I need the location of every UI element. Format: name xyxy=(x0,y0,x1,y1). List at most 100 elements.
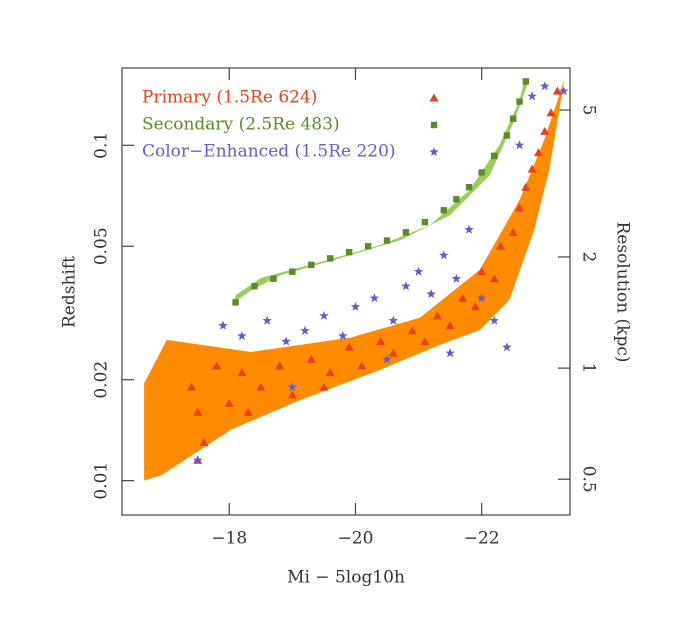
marker-triangle xyxy=(432,311,442,320)
marker-star xyxy=(514,140,525,150)
marker-triangle xyxy=(344,342,354,351)
marker-square xyxy=(232,299,239,306)
marker-star xyxy=(388,315,399,325)
marker-star xyxy=(451,273,462,283)
band xyxy=(231,78,530,306)
y2-tick-label: 1 xyxy=(579,363,599,374)
marker-triangle xyxy=(515,203,525,212)
marker-triangle xyxy=(237,368,247,377)
marker-triangle xyxy=(256,382,266,391)
marker-square xyxy=(421,218,429,226)
marker-square xyxy=(491,152,498,160)
marker-star xyxy=(502,342,512,352)
y-tick-label: 0.1 xyxy=(92,132,112,159)
marker-star xyxy=(262,315,272,325)
marker-triangle xyxy=(275,361,285,370)
marker-star xyxy=(281,336,291,346)
marker-star xyxy=(382,354,392,364)
marker-square xyxy=(430,121,438,129)
marker-square xyxy=(503,132,511,139)
y2-tick-label: 0.5 xyxy=(579,466,599,493)
band xyxy=(144,78,565,481)
marker-star xyxy=(413,266,424,276)
marker-square xyxy=(308,261,315,269)
marker-star xyxy=(218,320,228,330)
marker-star xyxy=(401,281,411,291)
marker-star xyxy=(369,293,380,303)
marker-square xyxy=(345,248,353,256)
marker-triangle xyxy=(508,227,518,236)
marker-triangle xyxy=(199,437,209,446)
marker-triangle xyxy=(224,398,234,407)
marker-triangle xyxy=(186,382,196,391)
marker-triangle xyxy=(540,126,550,135)
marker-star xyxy=(445,348,455,358)
marker-square xyxy=(364,243,372,250)
legend-label: Color−Enhanced (1.5Re 220) xyxy=(142,142,396,162)
marker-square xyxy=(402,229,410,236)
marker-square xyxy=(510,115,517,122)
y-axis-label: Redshift xyxy=(60,256,80,328)
marker-square xyxy=(383,237,391,244)
marker-triangle xyxy=(407,326,417,335)
marker-triangle xyxy=(470,302,480,311)
marker-square xyxy=(453,196,460,203)
plot-frame xyxy=(121,67,571,516)
x-axis-label: Mi − 5log10h xyxy=(287,568,405,588)
y-tick-label: 0.05 xyxy=(92,227,112,265)
marker-triangle xyxy=(546,108,556,117)
marker-triangle xyxy=(429,93,439,102)
marker-triangle xyxy=(521,182,531,191)
y2-tick-label: 2 xyxy=(579,252,599,263)
marker-star xyxy=(558,86,569,96)
marker-star xyxy=(540,81,550,91)
marker-square xyxy=(251,283,258,290)
marker-square xyxy=(522,78,530,85)
marker-triangle xyxy=(489,274,499,283)
marker-square xyxy=(327,255,334,262)
marker-triangle xyxy=(319,382,329,391)
marker-triangle xyxy=(287,390,297,399)
marker-square xyxy=(440,207,448,214)
marker-triangle xyxy=(243,407,253,416)
marker-star xyxy=(237,331,247,340)
legend-label: Secondary (2.5Re 483) xyxy=(142,115,340,135)
marker-triangle xyxy=(533,148,543,157)
marker-star xyxy=(464,224,474,234)
marker-star xyxy=(426,289,436,299)
marker-triangle xyxy=(357,361,367,370)
marker-star xyxy=(287,382,298,392)
marker-star xyxy=(338,331,348,340)
marker-triangle xyxy=(212,361,222,370)
marker-star xyxy=(300,325,310,335)
x-tick-label: −22 xyxy=(464,529,500,549)
marker-star xyxy=(429,147,439,156)
y-tick-label: 0.01 xyxy=(92,462,112,500)
marker-square xyxy=(270,275,277,282)
marker-square xyxy=(478,169,485,176)
marker-triangle xyxy=(388,348,398,357)
x-tick-label: −20 xyxy=(338,529,374,549)
marker-star xyxy=(476,293,487,303)
marker-star xyxy=(527,91,537,101)
marker-triangle xyxy=(477,267,487,276)
marker-triangle xyxy=(496,241,506,250)
x-tick-label: −18 xyxy=(211,529,247,549)
marker-square xyxy=(289,268,296,275)
marker-triangle xyxy=(325,368,335,377)
marker-triangle xyxy=(552,86,562,95)
marker-triangle xyxy=(445,321,455,330)
marker-star xyxy=(319,310,329,320)
marker-square xyxy=(465,183,473,191)
marker-square xyxy=(516,98,523,105)
marker-star xyxy=(489,315,499,325)
marker-star xyxy=(193,455,203,465)
y2-axis-label: Resolution (kpc) xyxy=(613,221,633,362)
marker-triangle xyxy=(193,407,203,416)
marker-triangle xyxy=(527,164,537,173)
marker-star xyxy=(439,250,449,260)
marker-star xyxy=(350,301,361,311)
marker-triangle xyxy=(306,354,316,363)
marker-triangle xyxy=(420,336,430,345)
